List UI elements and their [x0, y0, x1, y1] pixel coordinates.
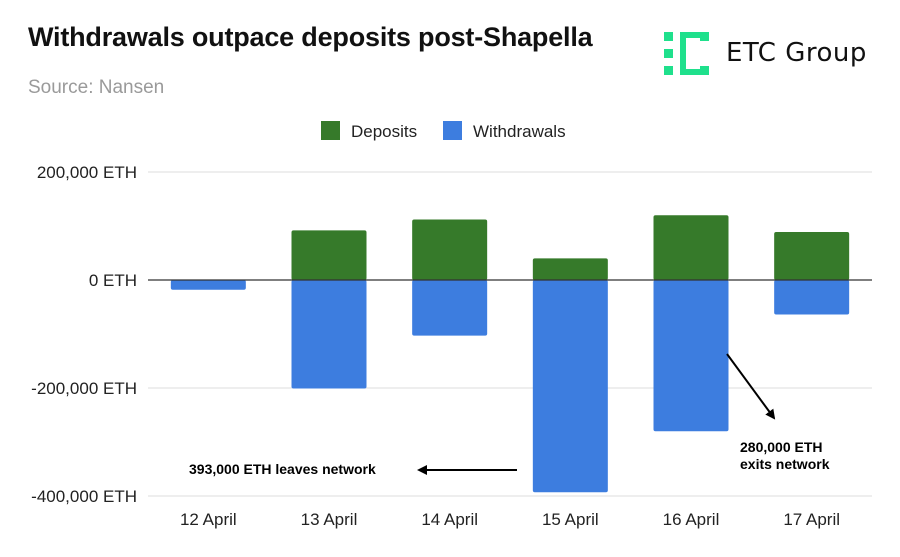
bars [170, 215, 850, 493]
bar-withdrawals-17-april [774, 280, 850, 315]
annotations: 393,000 ETH leaves network 280,000 ETHexi… [189, 353, 830, 477]
annotation-text-393000: 393,000 ETH leaves network [189, 461, 376, 477]
bar-withdrawals-12-april [170, 280, 246, 290]
legend-label-deposits: Deposits [351, 122, 417, 141]
x-tick-label: 16 April [663, 510, 720, 529]
chart-title: Withdrawals outpace deposits post-Shapel… [28, 22, 593, 52]
bar-deposits-15-april [532, 258, 608, 280]
x-tick-label: 17 April [783, 510, 840, 529]
legend-label-withdrawals: Withdrawals [473, 122, 566, 141]
logo-text: ETC Group [726, 38, 867, 68]
y-tick-label: -200,000 ETH [31, 379, 137, 398]
y-tick-label: 0 ETH [89, 271, 137, 290]
annotation-text-280000: 280,000 ETH [740, 439, 823, 455]
etc-group-logo-icon [664, 32, 709, 75]
bar-withdrawals-13-april [291, 280, 367, 389]
legend-swatch-withdrawals [443, 121, 462, 140]
bar-deposits-17-april [774, 231, 850, 280]
etc-group-logo: ETC Group [664, 28, 884, 80]
x-tick-label: 13 April [301, 510, 358, 529]
bar-deposits-14-april [412, 219, 488, 280]
legend: Deposits Withdrawals [321, 121, 566, 141]
y-axis-tick-labels: 200,000 ETH 0 ETH -200,000 ETH -400,000 ETH [31, 163, 137, 506]
annotation-arrow-280000 [726, 353, 776, 420]
bar-withdrawals-15-april [532, 280, 608, 493]
legend-swatch-deposits [321, 121, 340, 140]
x-tick-label: 12 April [180, 510, 237, 529]
bar-withdrawals-16-april [653, 280, 729, 432]
annotation-text-280000: exits network [740, 456, 830, 472]
x-tick-label: 15 April [542, 510, 599, 529]
bar-deposits-16-april [653, 215, 729, 280]
x-tick-label: 14 April [421, 510, 478, 529]
x-axis-tick-labels: 12 April 13 April 14 April 15 April 16 April… [180, 510, 840, 529]
y-tick-label: -400,000 ETH [31, 487, 137, 506]
chart-source: Source: Nansen [28, 77, 165, 98]
bar-withdrawals-14-april [412, 280, 488, 336]
y-tick-label: 200,000 ETH [37, 163, 137, 182]
bar-deposits-13-april [291, 230, 367, 280]
